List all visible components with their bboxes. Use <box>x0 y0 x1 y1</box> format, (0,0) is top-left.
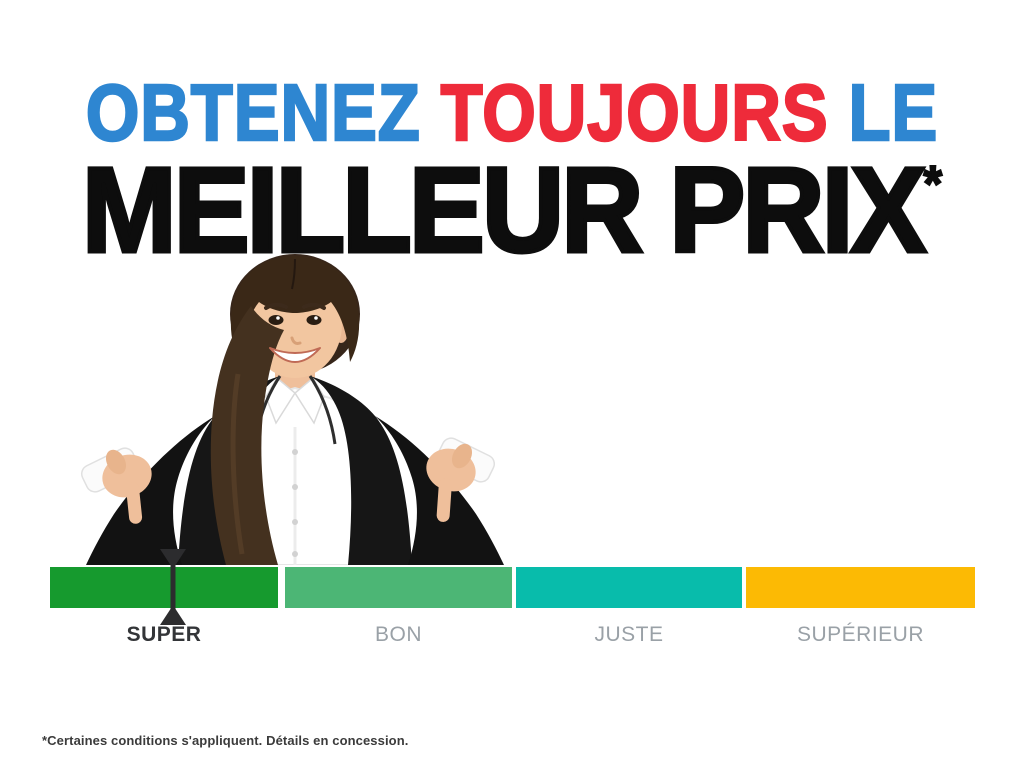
gauge-segment-juste <box>516 567 742 608</box>
headline-word-obtenez: OBTENEZ <box>85 68 421 157</box>
gauge-label-bon: BON <box>374 623 422 646</box>
gauge-label-juste: JUSTE <box>594 623 664 646</box>
gauge-segment-super <box>50 567 278 608</box>
headline-line1: OBTENEZ TOUJOURS LE <box>72 70 953 155</box>
woman-pointing-down-image <box>80 254 504 565</box>
gauge-label-super: SUPER <box>126 623 202 646</box>
disclaimer-text: *Certaines conditions s'appliquent. Déta… <box>42 733 409 748</box>
gauge-marker-icon <box>160 549 186 625</box>
headline-meilleur-prix: MEILLEUR PRIX <box>80 141 928 278</box>
headline-word-le: LE <box>828 68 939 157</box>
asterisk-mark: * <box>923 154 943 213</box>
gauge-label-superieur: SUPÉRIEUR <box>796 623 925 646</box>
gauge-segment-superieur <box>746 567 975 608</box>
headline-word-toujours: TOUJOURS <box>420 68 829 157</box>
headline-line2: MEILLEUR PRIX* <box>31 134 994 272</box>
gauge-segment-bon <box>285 567 512 608</box>
